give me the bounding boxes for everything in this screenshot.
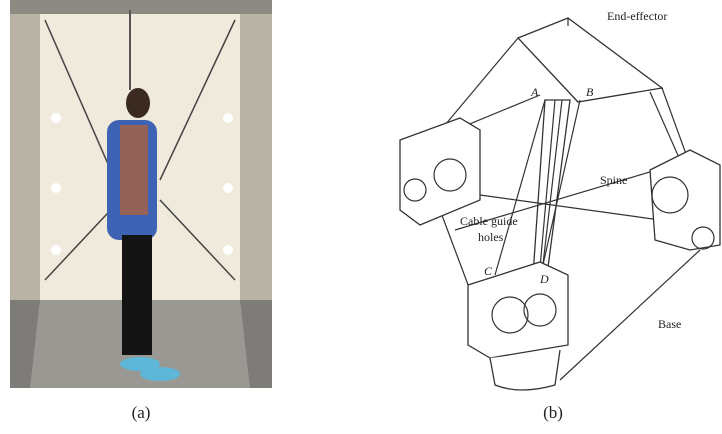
left-motor-box: [400, 118, 480, 225]
spine-label: Spine: [600, 173, 627, 187]
caption: (a): [132, 403, 151, 422]
point-label: C: [484, 264, 493, 278]
base-label: Base: [658, 317, 681, 331]
right-motor-box: [650, 150, 720, 250]
photo: [10, 0, 272, 388]
figure-svg: End-effector A B Spine Cable guide holes…: [0, 0, 722, 434]
cable-guide-label: Cable guide: [460, 214, 518, 228]
point-label: A: [530, 85, 539, 99]
caption: (b): [543, 403, 563, 422]
cable-guide-label: holes: [478, 230, 504, 244]
point-label: D: [539, 272, 549, 286]
diagram: End-effector A B Spine Cable guide holes…: [400, 9, 720, 390]
end-effector-label: End-effector: [607, 9, 667, 23]
figure: End-effector A B Spine Cable guide holes…: [0, 0, 722, 434]
point-label: B: [586, 85, 594, 99]
bottom-motor-box: [468, 262, 568, 358]
